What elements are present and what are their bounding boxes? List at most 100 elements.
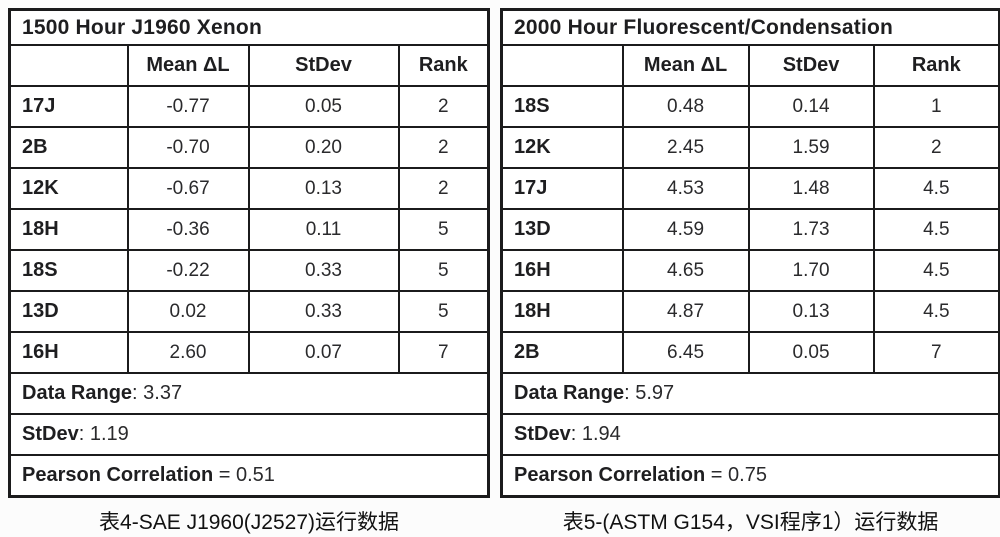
row-label: 13D [8,290,129,333]
row-label: 18S [8,249,129,292]
column-header-rank: Rank [397,44,490,87]
column-header-row: Mean ΔL StDev Rank [8,44,490,87]
footer-label: StDev [22,423,79,445]
cell-rank: 7 [397,331,490,374]
row-label: 2B [8,126,129,169]
footer-value: = 0.51 [213,463,275,486]
cell-mean: -0.67 [126,167,250,210]
table-row: 16H 2.60 0.07 7 [8,331,490,374]
cell-stdev: 0.05 [247,85,400,128]
row-label: 12K [500,126,624,169]
table-row: 18S -0.22 0.33 5 [8,249,490,292]
footer-label: Data Range [514,382,625,404]
cell-rank: 5 [397,249,490,292]
cell-mean: 0.02 [126,290,250,333]
table-row: 13D 0.02 0.33 5 [8,290,490,333]
cell-stdev: 0.20 [247,126,400,169]
footer-value: : 1.19 [78,423,129,445]
footer-stdev: StDev: 1.94 [500,413,1000,456]
cell-rank: 2 [397,126,490,169]
footer-label: Data Range [22,382,133,404]
xenon-table-block: 1500 Hour J1960 Xenon Mean ΔL StDev Rank… [8,8,491,536]
row-label: 18H [500,290,624,333]
row-label: 13D [500,208,624,251]
cell-stdev: 1.59 [747,126,875,169]
cell-mean: 4.59 [621,208,750,251]
cell-stdev: 0.33 [247,249,400,292]
table-row: 18S 0.48 0.14 1 [500,85,1000,128]
cell-mean: 4.65 [621,249,750,292]
cell-rank: 4.5 [872,249,1000,292]
footer-value: : 3.37 [132,382,183,404]
footer-label: Pearson Correlation [22,463,214,486]
column-header-row: Mean ΔL StDev Rank [500,44,1000,87]
table-row: 2B -0.70 0.20 2 [8,126,490,169]
cell-stdev: 0.13 [747,290,875,333]
table-row: 13D 4.59 1.73 4.5 [500,208,1000,251]
table-row: 16H 4.65 1.70 4.5 [500,249,1000,292]
cell-stdev: 1.48 [747,167,875,210]
cell-rank: 4.5 [872,167,1000,210]
cell-rank: 2 [397,167,490,210]
row-label: 16H [8,331,129,374]
footer-label: Pearson Correlation [514,463,706,486]
footer-value: : 5.97 [624,382,675,404]
row-label: 16H [500,249,624,292]
table-caption: 表5-(ASTM G154，VSI程序1）运行数据 [562,510,939,534]
table-row: 12K 2.45 1.59 2 [500,126,1000,169]
footer-stdev: StDev: 1.19 [8,413,490,456]
cell-mean: 4.87 [621,290,750,333]
table-row: 18H -0.36 0.11 5 [8,208,490,251]
cell-stdev: 1.73 [747,208,875,251]
footer-label: StDev [514,423,571,445]
fluorescent-table-block: 2000 Hour Fluorescent/Condensation Mean … [500,8,1000,536]
footer-pearson: Pearson Correlation = 0.51 [8,454,490,497]
cell-rank: 2 [872,126,1000,169]
cell-mean: 6.45 [621,331,750,374]
cell-rank: 7 [872,331,1000,374]
cell-mean: 2.60 [126,331,250,374]
cell-rank: 5 [397,208,490,251]
cell-stdev: 0.07 [247,331,400,374]
fluorescent-table: 2000 Hour Fluorescent/Condensation Mean … [500,8,1000,498]
cell-mean: -0.70 [126,126,250,169]
table-caption: 表4-SAE J1960(J2527)运行数据 [99,510,399,534]
column-header-blank [8,44,129,87]
footer-data-range: Data Range: 5.97 [500,372,1000,415]
table-title-row: 1500 Hour J1960 Xenon [8,8,490,46]
table-row: 17J -0.77 0.05 2 [8,85,490,128]
cell-stdev: 0.14 [747,85,875,128]
cell-rank: 4.5 [872,208,1000,251]
column-header-stdev: StDev [747,44,875,87]
cell-stdev: 0.05 [747,331,875,374]
table-row: 2B 6.45 0.05 7 [500,331,1000,374]
row-label: 18S [500,85,624,128]
cell-mean: 4.53 [621,167,750,210]
row-label: 2B [500,331,624,374]
cell-rank: 5 [397,290,490,333]
cell-mean: -0.22 [126,249,250,292]
row-label: 17J [500,167,624,210]
cell-mean: 2.45 [621,126,750,169]
cell-mean: -0.77 [126,85,250,128]
cell-rank: 4.5 [872,290,1000,333]
cell-stdev: 0.11 [247,208,400,251]
table-title: 2000 Hour Fluorescent/Condensation [500,8,1000,46]
table-title: 1500 Hour J1960 Xenon [8,8,490,46]
table-row: 12K -0.67 0.13 2 [8,167,490,210]
row-label: 12K [8,167,129,210]
column-header-blank [500,44,624,87]
cell-mean: -0.36 [126,208,250,251]
column-header-mean: Mean ΔL [621,44,750,87]
cell-stdev: 0.33 [247,290,400,333]
footer-value: = 0.75 [705,463,767,486]
row-label: 17J [8,85,129,128]
xenon-table: 1500 Hour J1960 Xenon Mean ΔL StDev Rank… [8,8,491,498]
table-title-row: 2000 Hour Fluorescent/Condensation [500,8,1000,46]
cell-stdev: 0.13 [247,167,400,210]
column-header-rank: Rank [872,44,1000,87]
cell-mean: 0.48 [621,85,750,128]
footer-pearson: Pearson Correlation = 0.75 [500,454,1000,497]
footer-data-range: Data Range: 3.37 [8,372,490,415]
